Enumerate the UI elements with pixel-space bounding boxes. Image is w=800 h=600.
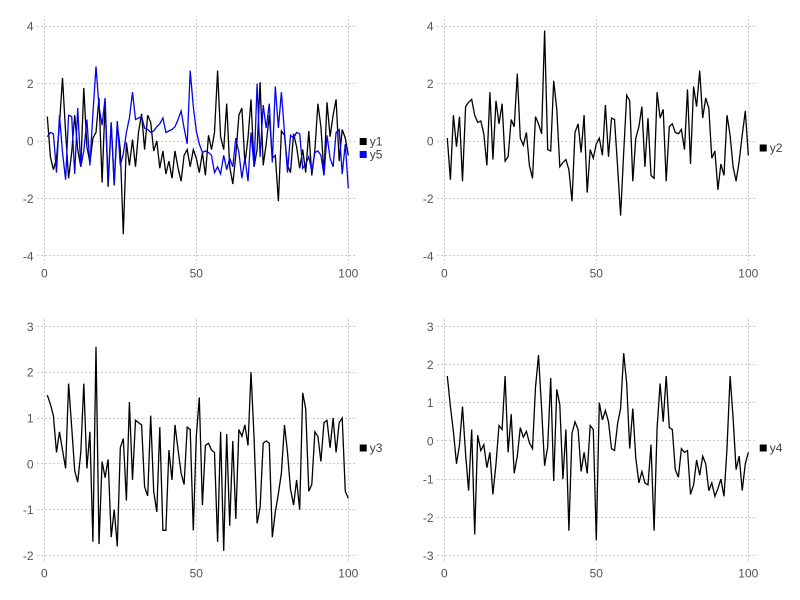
svg-text:50: 50 xyxy=(190,266,204,280)
svg-text:1: 1 xyxy=(27,412,34,426)
svg-text:y1: y1 xyxy=(370,135,383,149)
svg-text:2: 2 xyxy=(27,77,34,91)
svg-text:50: 50 xyxy=(590,266,604,280)
svg-text:0: 0 xyxy=(27,135,34,149)
svg-text:0: 0 xyxy=(41,566,48,580)
svg-text:-1: -1 xyxy=(23,503,34,517)
svg-text:0: 0 xyxy=(27,457,34,471)
svg-text:50: 50 xyxy=(190,566,204,580)
svg-text:2: 2 xyxy=(427,77,434,91)
svg-text:0: 0 xyxy=(441,566,448,580)
svg-text:50: 50 xyxy=(590,566,604,580)
svg-text:-4: -4 xyxy=(423,249,434,263)
svg-text:0: 0 xyxy=(427,135,434,149)
svg-text:-1: -1 xyxy=(423,473,434,487)
svg-text:0: 0 xyxy=(41,266,48,280)
svg-text:1: 1 xyxy=(427,396,434,410)
svg-text:2: 2 xyxy=(427,358,434,372)
svg-text:100: 100 xyxy=(738,266,758,280)
svg-text:y3: y3 xyxy=(370,441,383,455)
svg-text:-4: -4 xyxy=(23,249,34,263)
svg-text:-2: -2 xyxy=(423,511,434,525)
svg-text:y5: y5 xyxy=(370,148,383,162)
svg-text:0: 0 xyxy=(427,434,434,448)
svg-text:2: 2 xyxy=(27,366,34,380)
svg-text:100: 100 xyxy=(338,566,358,580)
svg-text:y2: y2 xyxy=(770,141,783,155)
svg-text:-3: -3 xyxy=(423,549,434,563)
svg-text:-2: -2 xyxy=(23,549,34,563)
svg-text:-2: -2 xyxy=(23,192,34,206)
svg-text:y4: y4 xyxy=(770,441,783,455)
svg-text:0: 0 xyxy=(441,266,448,280)
svg-text:100: 100 xyxy=(338,266,358,280)
svg-text:3: 3 xyxy=(27,320,34,334)
svg-text:100: 100 xyxy=(738,566,758,580)
svg-text:4: 4 xyxy=(427,20,434,34)
svg-text:-2: -2 xyxy=(423,192,434,206)
svg-text:3: 3 xyxy=(427,320,434,334)
svg-text:4: 4 xyxy=(27,20,34,34)
